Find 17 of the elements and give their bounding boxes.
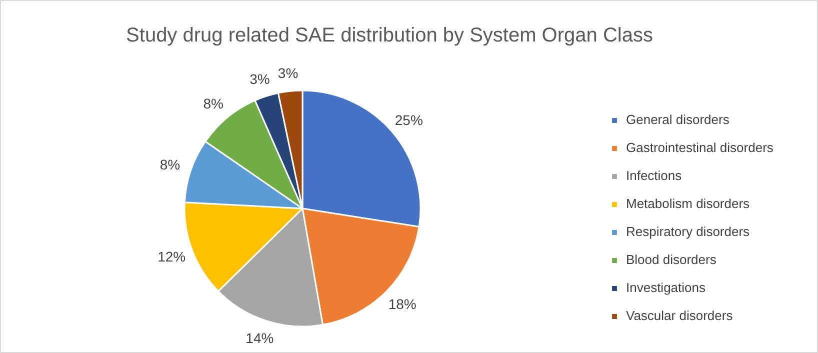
legend-label: Blood disorders — [626, 252, 716, 267]
legend-label: General disorders — [626, 112, 730, 127]
data-label: 25% — [394, 112, 423, 128]
data-label: 3% — [278, 65, 298, 82]
chart-title: Study drug related SAE distribution by System Organ Class — [126, 24, 653, 46]
legend-label: Investigations — [626, 280, 706, 295]
data-label: 18% — [388, 296, 416, 312]
legend-label: Infections — [626, 168, 682, 183]
legend-label: Gastrointestinal disorders — [626, 140, 774, 155]
legend-label: Vascular disorders — [626, 308, 733, 323]
data-label: 12% — [158, 248, 186, 265]
legend-label: Metabolism disorders — [626, 196, 750, 211]
data-label: 8% — [160, 156, 180, 173]
data-label: 8% — [203, 96, 224, 112]
data-label: 3% — [250, 71, 270, 88]
data-label: 14% — [246, 330, 274, 346]
legend-label: Respiratory disorders — [626, 224, 750, 239]
